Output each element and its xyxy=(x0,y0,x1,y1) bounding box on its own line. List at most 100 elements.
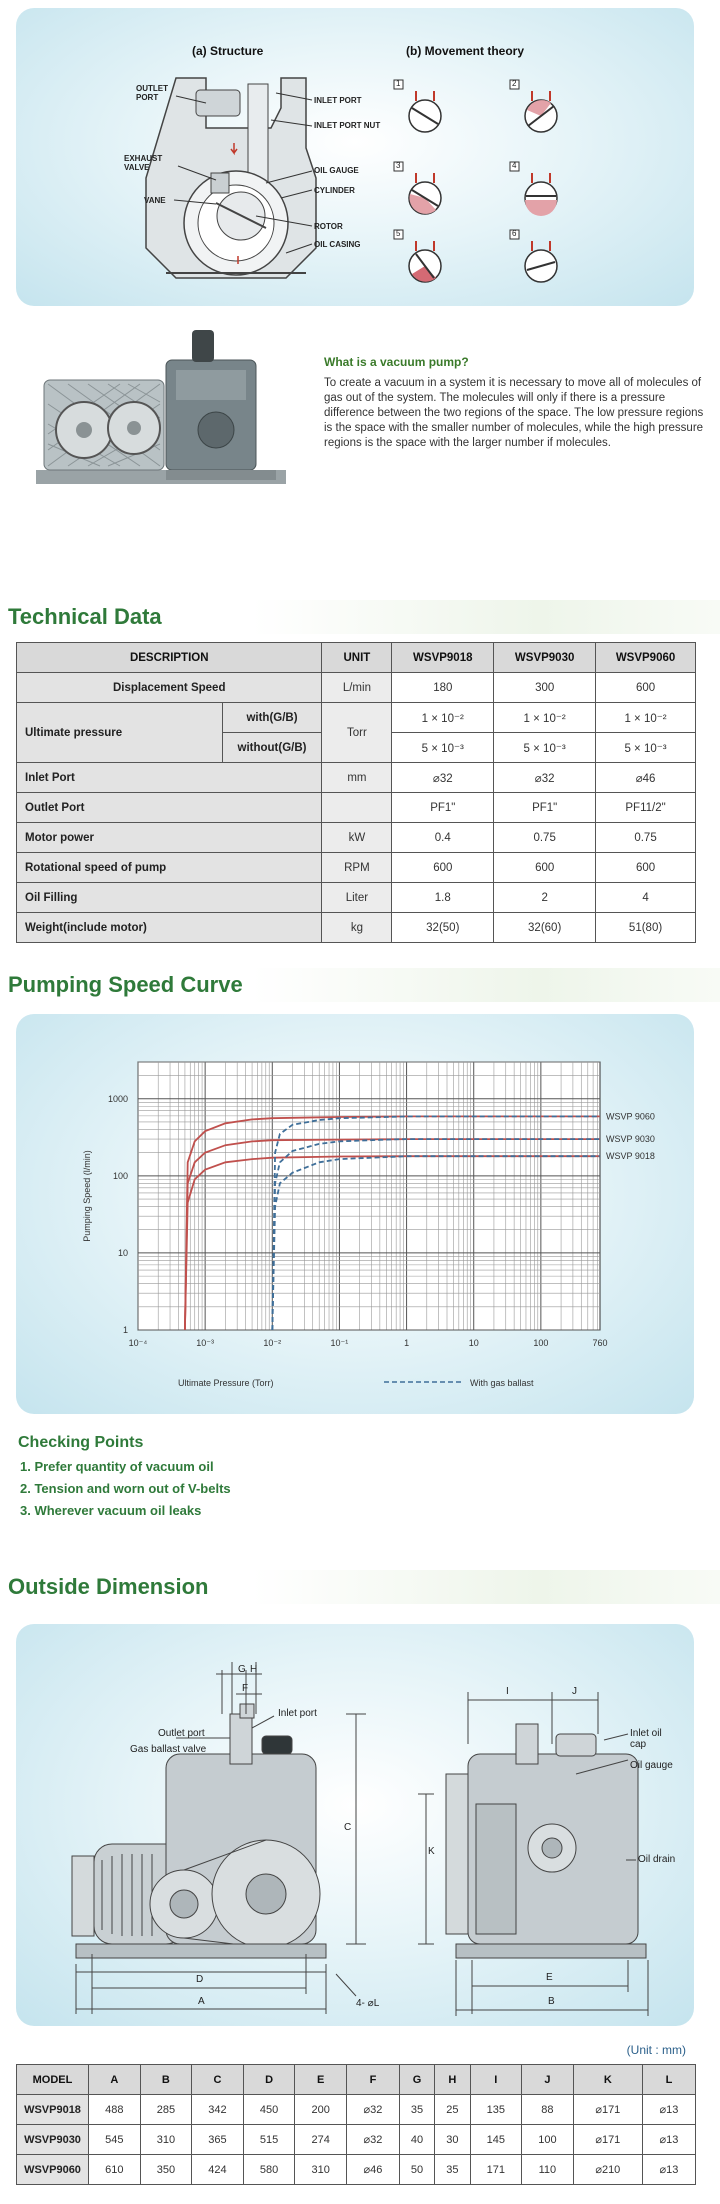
header-cell: C xyxy=(191,2064,244,2095)
row-label: Displacement Speed xyxy=(15,672,323,703)
cell-value: 32(60) xyxy=(493,912,597,943)
movement-step-4 xyxy=(509,161,558,216)
cell-value: 580 xyxy=(242,2154,296,2185)
cell-value: 5 × 10⁻³ xyxy=(391,732,495,763)
step-number-5: 5 xyxy=(396,229,401,238)
cell-value: 1 × 10⁻² xyxy=(493,702,597,733)
label-cylinder: CYLINDER xyxy=(314,186,355,195)
row-unit: Liter xyxy=(321,882,393,913)
x-tick-label: 10⁻⁴ xyxy=(129,1338,148,1348)
cell-value: PF11/2" xyxy=(595,792,696,823)
what-is-vacuum-pump-text: To create a vacuum in a system it is nec… xyxy=(324,377,704,449)
pumping-speed-title: Pumping Speed Curve xyxy=(0,968,720,1002)
label-inlet-port: Inlet port xyxy=(278,1708,317,1719)
cell-value: 600 xyxy=(391,852,495,883)
step-number-2: 2 xyxy=(512,79,517,88)
checking-points-list: 1. Prefer quantity of vacuum oil 2. Tens… xyxy=(20,1456,231,1522)
label-dim-l: 4- ⌀L xyxy=(356,1998,380,2009)
series-label: WSVP 9018 xyxy=(606,1151,655,1161)
step-number-4: 4 xyxy=(512,161,517,170)
cell-value: 35 xyxy=(398,2094,436,2125)
cell-value: 285 xyxy=(139,2094,193,2125)
row-unit xyxy=(321,792,393,823)
cell-value: ⌀32 xyxy=(391,762,495,793)
label-dim-j: J xyxy=(572,1686,577,1697)
cell-value: 35 xyxy=(434,2154,471,2185)
cell-value: 32(50) xyxy=(391,912,495,943)
label-dim-c: C xyxy=(344,1822,352,1833)
outside-dimension-title: Outside Dimension xyxy=(0,1570,720,1604)
x-tick-label: 10 xyxy=(469,1338,479,1348)
cell-value: 171 xyxy=(469,2154,523,2185)
row-label: Inlet Port xyxy=(15,762,323,793)
cell-value: 488 xyxy=(88,2094,141,2125)
header-cell: A xyxy=(88,2064,141,2095)
cell-value: 1.8 xyxy=(391,882,495,913)
pumping-speed-panel: WSVP 9060 WSVP 9030 WSVP 9018 10⁻⁴ 10⁻³ 10⁻² 1… xyxy=(16,1014,694,1414)
row-sublabel: without(G/B) xyxy=(221,732,323,763)
cell-value: 135 xyxy=(469,2094,523,2125)
unit-note: (Unit : mm) xyxy=(626,2043,686,2057)
legend-label: With gas ballast xyxy=(470,1378,534,1388)
label-dim-e: E xyxy=(546,1972,553,1983)
label-inlet-oil-cap: Inlet oil cap xyxy=(630,1728,662,1750)
label-outlet-port: OUTLET PORT xyxy=(136,84,168,102)
cell-value: ⌀171 xyxy=(572,2094,643,2125)
row-unit: Torr xyxy=(321,702,393,763)
cell-value: 5 × 10⁻³ xyxy=(493,732,597,763)
cell-value: 0.75 xyxy=(493,822,597,853)
cell-value: 40 xyxy=(398,2124,436,2155)
header-model-1: WSVP9018 xyxy=(391,642,495,673)
cell-value: ⌀32 xyxy=(345,2094,400,2125)
x-tick-label: 10⁻¹ xyxy=(331,1338,349,1348)
header-unit: UNIT xyxy=(321,642,393,673)
header-cell: D xyxy=(242,2064,296,2095)
cell-value: 300 xyxy=(493,672,597,703)
cell-value: ⌀32 xyxy=(345,2124,400,2155)
series-line-1 xyxy=(184,1115,600,1331)
header-model-3: WSVP9060 xyxy=(595,642,696,673)
header-cell: I xyxy=(469,2064,523,2095)
series-label: WSVP 9030 xyxy=(606,1134,655,1144)
cell-value: ⌀13 xyxy=(641,2124,697,2155)
cell-value: ⌀171 xyxy=(572,2124,643,2155)
header-cell: K xyxy=(572,2064,643,2095)
cell-value: 365 xyxy=(191,2124,244,2155)
cell-value: 30 xyxy=(434,2124,471,2155)
header-description: DESCRIPTION xyxy=(15,642,323,673)
y-tick-label: 1 xyxy=(123,1325,128,1335)
movement-step-5 xyxy=(393,229,442,283)
label-oil-casing: OIL CASING xyxy=(314,240,361,249)
row-sublabel: with(G/B) xyxy=(221,702,323,733)
cell-value: 5 × 10⁻³ xyxy=(595,732,696,763)
movement-step-1 xyxy=(393,79,442,133)
label-oil-gauge: Oil gauge xyxy=(630,1760,673,1771)
cell-value: 350 xyxy=(139,2154,193,2185)
cell-value: 88 xyxy=(521,2094,574,2125)
cell-value: ⌀210 xyxy=(572,2154,643,2185)
table-row: without(G/B) 5 × 10⁻³ 5 × 10⁻³ 5 × 10⁻³ xyxy=(17,732,696,763)
table-row: Ultimate pressure with(G/B) Torr 1 × 10⁻… xyxy=(16,702,696,763)
header-cell: B xyxy=(139,2064,193,2095)
label-dim-g: G xyxy=(238,1664,246,1675)
table-row: WSVP9030 545 310 365 515 274 ⌀32 40 30 1… xyxy=(16,2124,697,2155)
table-row: Inlet Port mm ⌀32 ⌀32 ⌀46 xyxy=(15,762,696,793)
table-row: WSVP9060 610 350 424 580 310 ⌀46 50 35 1… xyxy=(16,2154,697,2185)
step-number-3: 3 xyxy=(396,161,401,170)
label-inlet-port: INLET PORT xyxy=(314,96,362,105)
cell-value: 1 × 10⁻² xyxy=(595,702,696,733)
cell-value: 450 xyxy=(242,2094,296,2125)
label-rotor: ROTOR xyxy=(314,222,343,231)
movement-theory-diagram xyxy=(393,79,558,283)
y-axis-label: Pumping Speed (l/min) xyxy=(82,1150,92,1242)
row-unit: kg xyxy=(321,912,393,943)
y-tick-label: 100 xyxy=(113,1171,128,1181)
technical-data-title: Technical Data xyxy=(0,600,720,634)
row-label: Weight(include motor) xyxy=(15,912,323,943)
label-dim-a: A xyxy=(198,1996,205,2007)
label-outlet-port: Outlet port xyxy=(158,1728,205,1739)
cell-value: 4 xyxy=(595,882,696,913)
cell-value: 1 × 10⁻² xyxy=(391,702,495,733)
cell-value: ⌀13 xyxy=(641,2154,697,2185)
series-line-5 xyxy=(271,1138,600,1331)
